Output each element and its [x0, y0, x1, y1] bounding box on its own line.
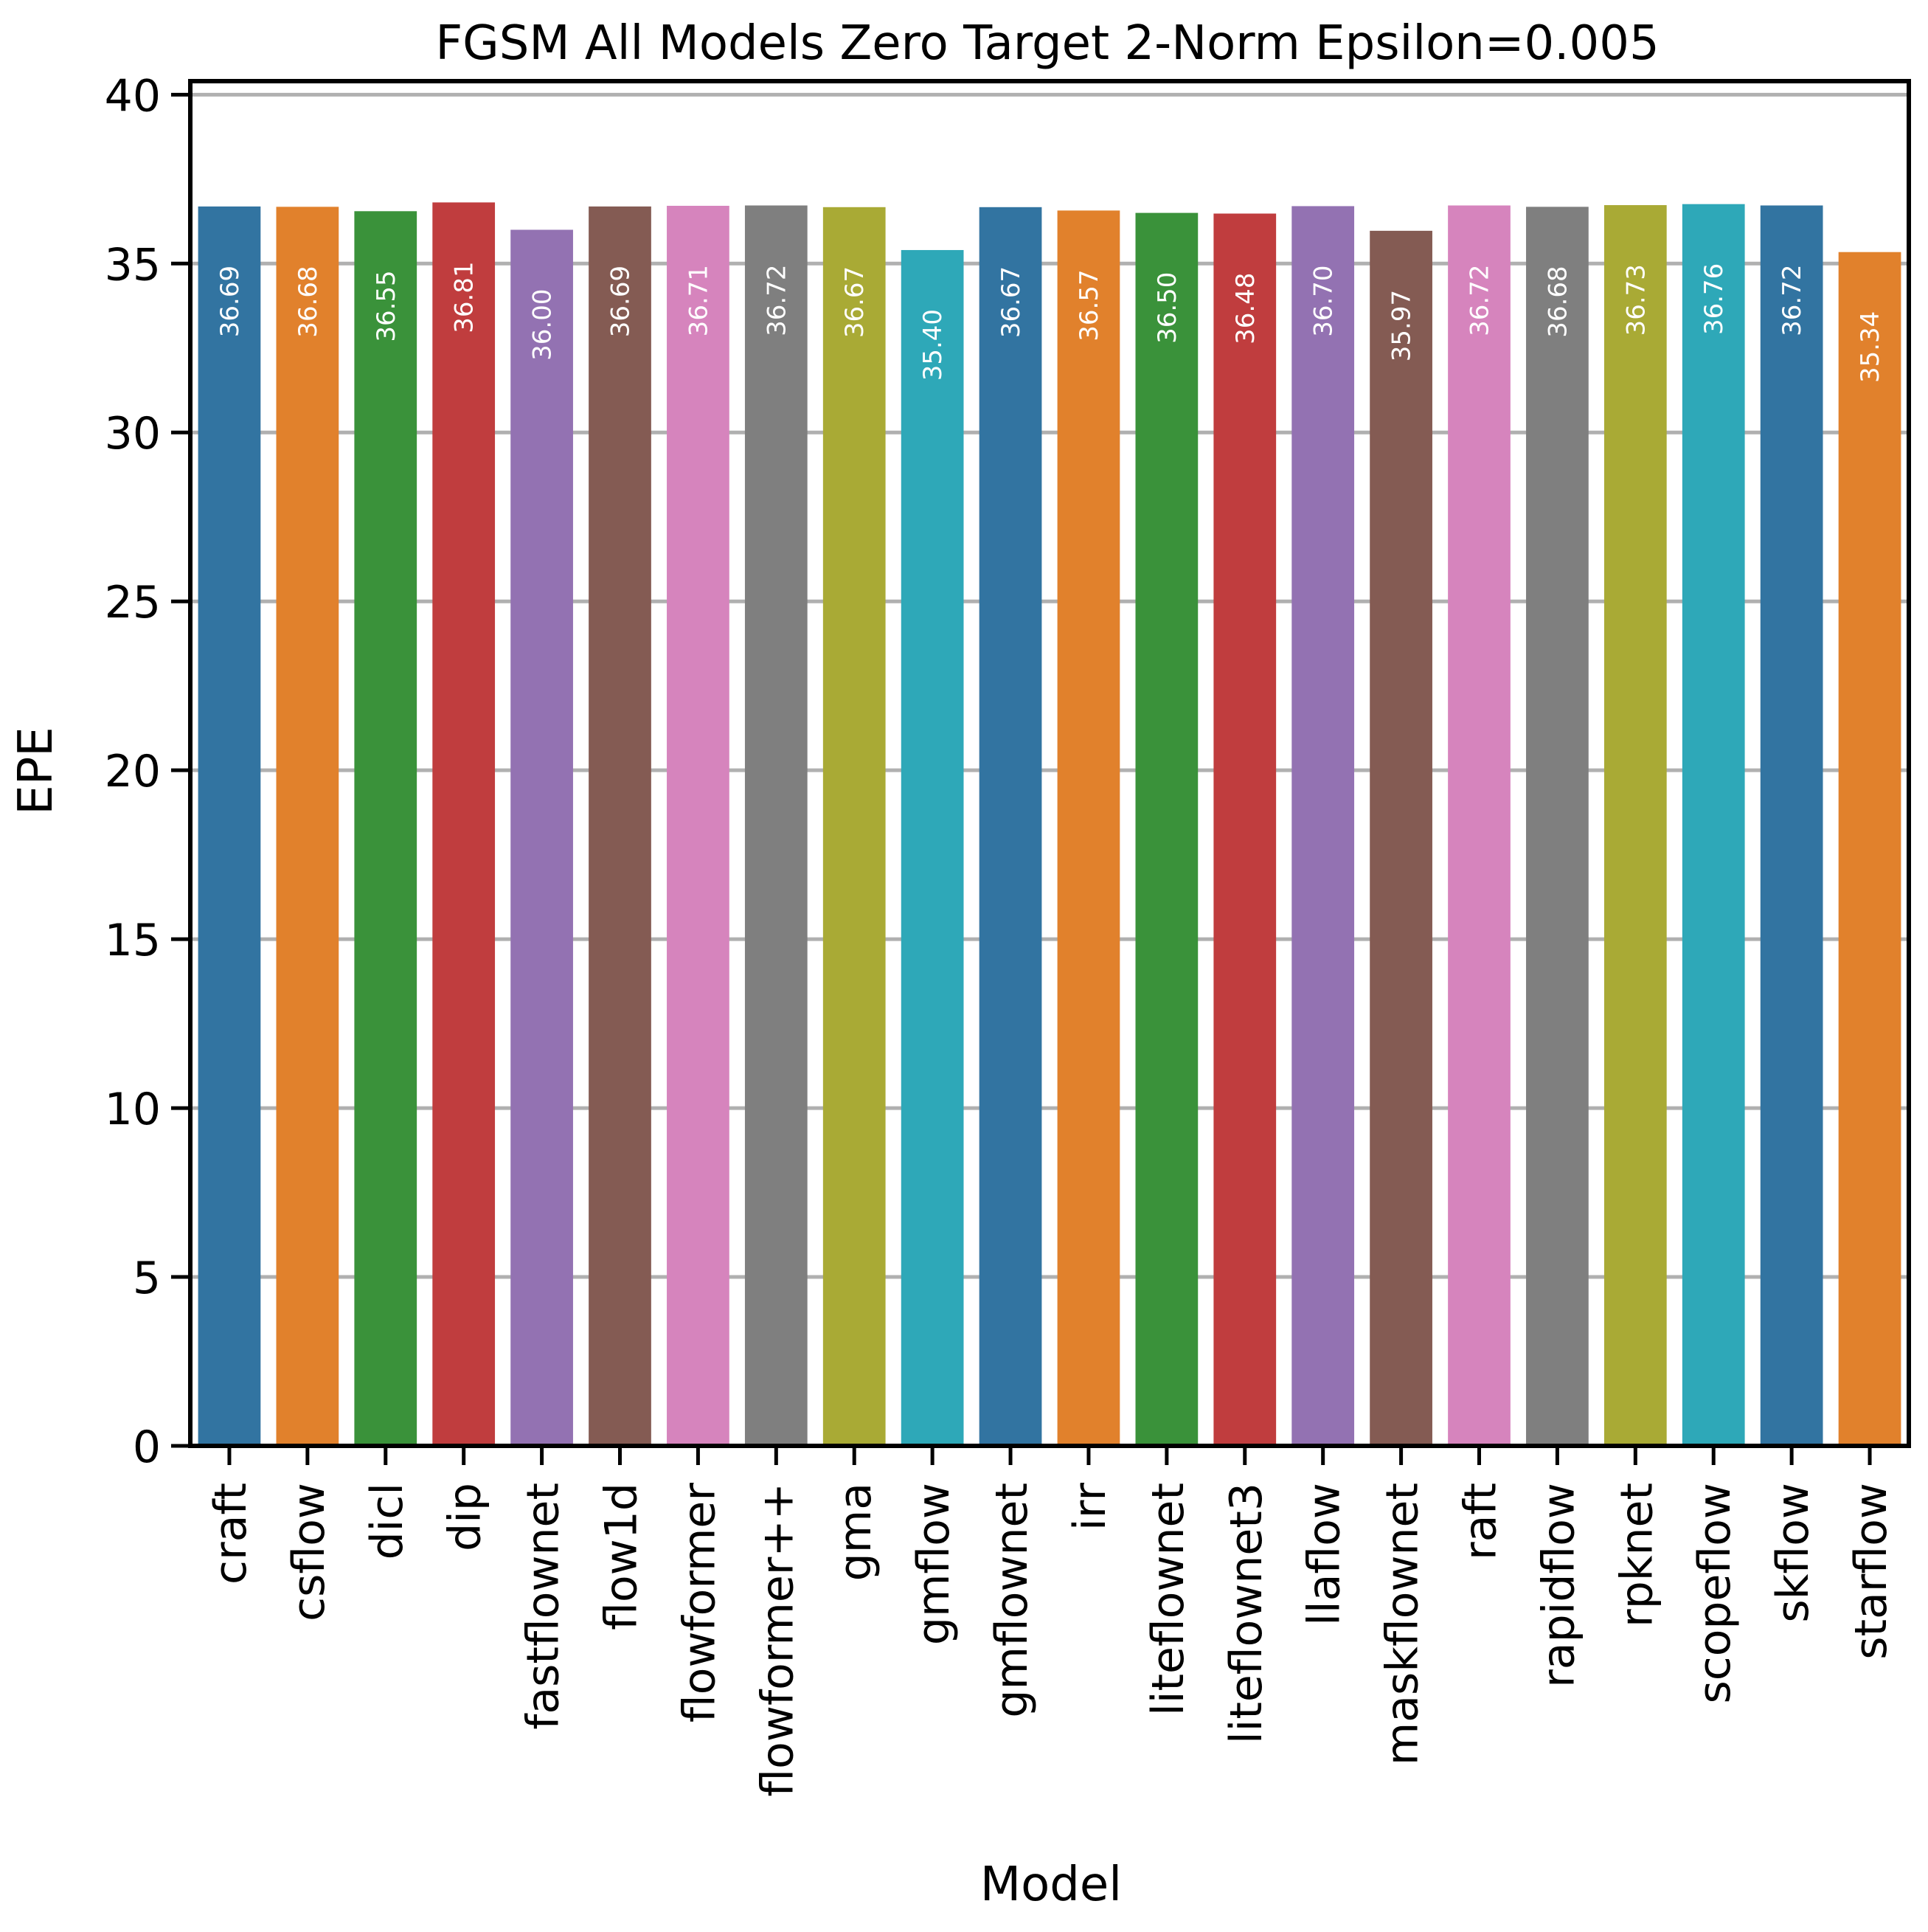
y-tick-label: 20 — [105, 746, 161, 797]
bar-value-label: 36.00 — [528, 288, 558, 360]
x-tick-label: gmflow — [908, 1483, 960, 1645]
y-tick-label: 10 — [105, 1084, 161, 1135]
x-tick-label: flow1d — [596, 1483, 648, 1630]
bar-value-label: 36.69 — [606, 266, 636, 337]
x-tick-label: gma — [830, 1483, 881, 1581]
bar — [198, 206, 261, 1446]
x-tick-label: dicl — [361, 1483, 413, 1559]
bar-value-label: 36.76 — [1699, 263, 1729, 335]
bar — [589, 206, 651, 1446]
bar — [1760, 205, 1823, 1446]
y-tick-label: 40 — [105, 70, 161, 122]
bar-value-label: 36.72 — [762, 265, 791, 336]
bar — [901, 249, 964, 1446]
y-tick-label: 0 — [133, 1422, 161, 1473]
bar-value-label: 36.57 — [1075, 269, 1104, 341]
x-tick-label: irr — [1064, 1483, 1116, 1531]
x-tick-label: skflow — [1767, 1483, 1819, 1623]
x-tick-label: craft — [205, 1483, 257, 1585]
bar-value-label: 35.97 — [1387, 290, 1417, 361]
y-tick-label: 5 — [133, 1253, 161, 1304]
bar-value-label: 36.55 — [372, 270, 401, 342]
x-tick-label: flowformer++ — [752, 1483, 803, 1797]
bar — [744, 205, 808, 1446]
x-axis: craft csflow dicl dip fastflownet flow1d flowf… — [205, 1446, 1897, 1797]
chart-title: FGSM All Models Zero Target 2-Norm Epsil… — [435, 16, 1659, 71]
x-axis-label: Model — [980, 1857, 1122, 1912]
x-tick-label: scopeflow — [1689, 1483, 1741, 1704]
x-tick-label: rapidflow — [1533, 1483, 1584, 1688]
bar-value-label: 35.34 — [1856, 311, 1885, 383]
x-tick-label: liteflownet — [1142, 1483, 1194, 1716]
bar-value-label: 36.68 — [1543, 266, 1572, 337]
bar — [1057, 210, 1120, 1446]
x-tick-label: gmflownet — [986, 1483, 1038, 1718]
bar — [1682, 204, 1745, 1447]
bar — [1213, 213, 1277, 1447]
bars — [198, 202, 1901, 1447]
bar-value-label: 36.67 — [840, 266, 870, 338]
bar — [1603, 205, 1667, 1447]
y-tick-label: 25 — [105, 577, 161, 629]
bar — [822, 207, 886, 1446]
x-tick-label: maskflownet — [1377, 1483, 1429, 1765]
x-tick-label: rpknet — [1611, 1483, 1662, 1627]
bar-value-label: 36.73 — [1621, 264, 1651, 336]
y-tick-label: 35 — [105, 239, 161, 291]
bar-value-label: 36.50 — [1153, 272, 1182, 344]
bar — [1838, 252, 1901, 1447]
plot-frame — [188, 79, 1911, 1448]
x-tick-label: fastflownet — [518, 1483, 569, 1730]
bar — [1291, 206, 1355, 1447]
bar — [1448, 205, 1511, 1446]
bar-value-label: 36.70 — [1309, 265, 1339, 336]
y-axis-label: EPE — [9, 727, 63, 814]
bar — [667, 205, 729, 1446]
x-tick-label: csflow — [283, 1483, 335, 1621]
x-tick-label: starflow — [1845, 1483, 1897, 1660]
x-tick-label: liteflownet3 — [1221, 1483, 1272, 1744]
value-labels: 36.69 36.68 36.55 36.81 36.00 36.69 36.71 36.72… — [215, 261, 1885, 383]
bar-value-label: 36.72 — [1466, 265, 1495, 336]
y-axis: 0 5 10 15 20 25 30 35 40 — [105, 70, 190, 1473]
bar — [510, 229, 573, 1447]
x-tick-label: raft — [1455, 1483, 1507, 1560]
bar — [1370, 230, 1432, 1447]
x-tick-label: dip — [440, 1483, 491, 1551]
bar — [354, 211, 417, 1446]
bar-value-label: 35.40 — [918, 309, 948, 381]
bar — [1526, 207, 1589, 1446]
x-tick-label: llaflow — [1299, 1483, 1350, 1626]
bar — [276, 207, 339, 1446]
bar-value-label: 36.81 — [450, 261, 479, 333]
bar-value-label: 36.67 — [996, 266, 1026, 338]
bar-value-label: 36.48 — [1231, 273, 1261, 344]
bar-value-label: 36.69 — [215, 266, 245, 337]
bar — [432, 202, 496, 1446]
bar-value-label: 36.71 — [684, 265, 713, 336]
y-tick-label: 30 — [105, 408, 161, 460]
x-tick-label: flowformer — [673, 1483, 725, 1722]
bar — [979, 207, 1042, 1446]
bar-value-label: 36.72 — [1778, 265, 1807, 336]
bar-value-label: 36.68 — [294, 266, 323, 337]
y-tick-label: 15 — [105, 915, 161, 966]
bar — [1135, 212, 1199, 1446]
